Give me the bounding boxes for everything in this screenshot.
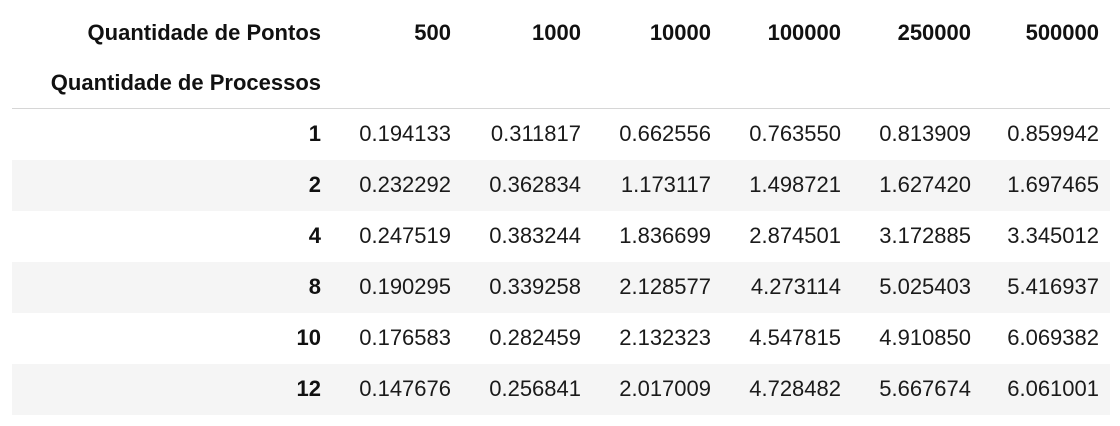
column-header: 10000 <box>649 20 711 45</box>
table-cell: 0.194133 <box>359 121 451 147</box>
empty-header-cell <box>852 58 982 109</box>
column-header: 1000 <box>532 20 581 45</box>
table-cell: 0.362834 <box>489 172 581 197</box>
index-header-row: Quantidade de Processos <box>12 58 1110 109</box>
table-cell: 1.627420 <box>879 172 971 197</box>
dataframe-table-container: Quantidade de Pontos 500 1000 10000 1000… <box>12 8 1110 415</box>
table-cell: 4.910850 <box>879 325 971 350</box>
table-cell: 1.697465 <box>1007 172 1099 197</box>
table-cell: 1.836699 <box>619 223 711 248</box>
dataframe-table: Quantidade de Pontos 500 1000 10000 1000… <box>12 8 1110 415</box>
row-index: 12 <box>296 376 321 401</box>
table-cell: 0.282459 <box>489 325 581 350</box>
table-cell: 3.345012 <box>1007 223 1099 248</box>
table-row: 4 0.247519 0.383244 1.836699 2.874501 3.… <box>12 211 1110 262</box>
empty-header-cell <box>332 58 462 109</box>
table-row: 10 0.176583 0.282459 2.132323 4.547815 4… <box>12 313 1110 364</box>
table-cell: 2.132323 <box>619 325 711 350</box>
table-cell: 0.383244 <box>489 223 581 248</box>
table-cell: 1.173117 <box>620 172 711 197</box>
table-cell: 0.256841 <box>489 376 581 401</box>
row-index: 10 <box>296 325 321 350</box>
index-title: Quantidade de Processos <box>12 58 332 109</box>
table-cell: 5.025403 <box>879 274 971 299</box>
table-cell: 0.247519 <box>359 223 451 248</box>
table-cell: 4.273114 <box>750 274 841 299</box>
table-cell: 6.061001 <box>1007 376 1099 401</box>
empty-header-cell <box>592 58 722 109</box>
table-row: 12 0.147676 0.256841 2.017009 4.728482 5… <box>12 363 1110 415</box>
row-index: 8 <box>308 274 321 299</box>
table-cell: 0.232292 <box>359 172 451 197</box>
table-cell: 2.128577 <box>619 274 711 299</box>
table-cell: 0.859942 <box>1007 121 1099 147</box>
columns-title: Quantidade de Pontos <box>87 20 321 45</box>
table-cell: 0.813909 <box>879 121 971 147</box>
table-cell: 0.339258 <box>489 274 581 299</box>
table-cell: 2.874501 <box>749 223 841 248</box>
table-cell: 5.416937 <box>1007 274 1099 299</box>
table-cell: 3.172885 <box>879 223 971 248</box>
column-header-row: Quantidade de Pontos 500 1000 10000 1000… <box>12 8 1110 58</box>
empty-header-cell <box>722 58 852 109</box>
column-header: 500000 <box>1025 20 1099 45</box>
column-header: 100000 <box>767 20 841 45</box>
column-header: 250000 <box>897 20 971 45</box>
table-cell: 0.311817 <box>490 121 581 147</box>
table-row: 8 0.190295 0.339258 2.128577 4.273114 5.… <box>12 261 1110 313</box>
table-cell: 5.667674 <box>879 376 971 401</box>
table-cell: 6.069382 <box>1007 325 1099 350</box>
column-header: 500 <box>414 20 451 45</box>
row-index: 1 <box>308 121 321 147</box>
table-cell: 0.176583 <box>359 325 451 350</box>
empty-header-cell <box>982 58 1110 109</box>
table-cell: 0.763550 <box>749 121 841 147</box>
table-cell: 1.498721 <box>749 172 841 197</box>
table-cell: 4.547815 <box>749 325 841 350</box>
table-cell: 2.017009 <box>619 376 711 401</box>
table-cell: 0.190295 <box>359 274 451 299</box>
empty-header-cell <box>462 58 592 109</box>
table-row: 2 0.232292 0.362834 1.173117 1.498721 1.… <box>12 159 1110 211</box>
table-cell: 4.728482 <box>749 376 841 401</box>
table-row: 1 0.194133 0.311817 0.662556 0.763550 0.… <box>12 109 1110 160</box>
row-index: 2 <box>308 172 321 197</box>
table-cell: 0.147676 <box>359 376 451 401</box>
table-cell: 0.662556 <box>619 121 711 147</box>
row-index: 4 <box>308 223 321 248</box>
